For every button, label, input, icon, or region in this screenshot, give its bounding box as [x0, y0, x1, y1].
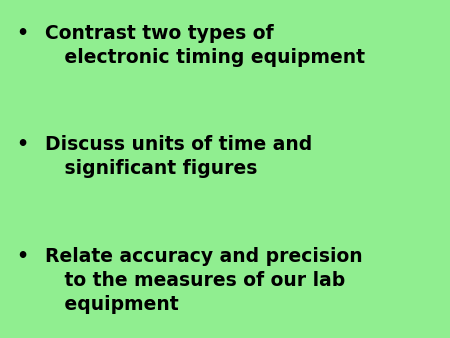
Text: •: •: [17, 24, 28, 43]
Text: •: •: [17, 247, 28, 266]
Text: Discuss units of time and
   significant figures: Discuss units of time and significant fi…: [45, 135, 312, 178]
Text: •: •: [17, 135, 28, 154]
Text: Relate accuracy and precision
   to the measures of our lab
   equipment: Relate accuracy and precision to the mea…: [45, 247, 363, 314]
Text: Contrast two types of
   electronic timing equipment: Contrast two types of electronic timing …: [45, 24, 365, 67]
